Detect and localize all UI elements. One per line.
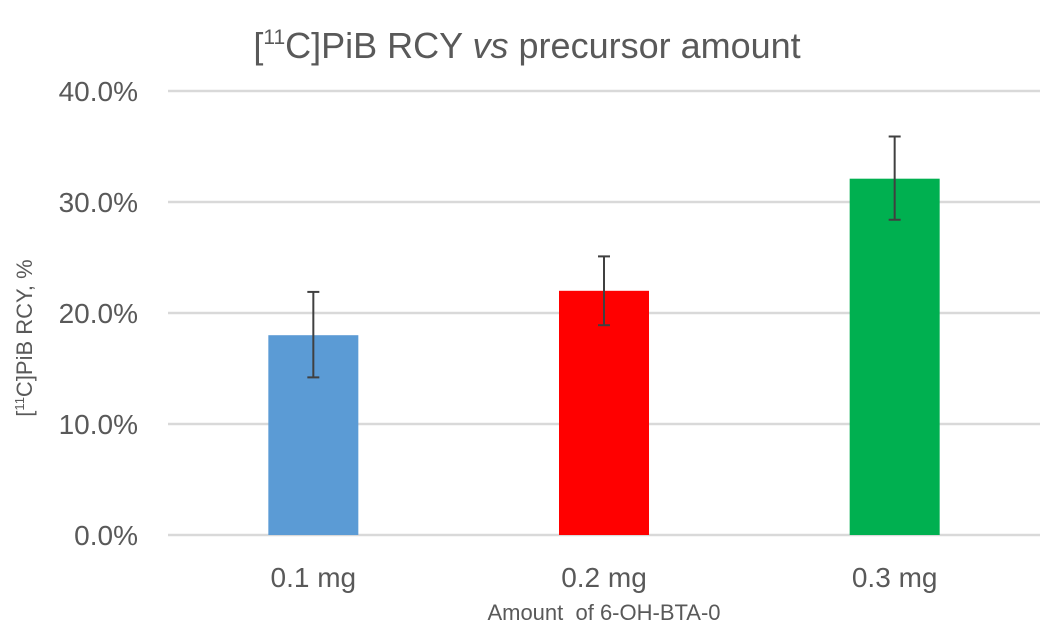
x-tick-label: 0.1 mg <box>271 562 357 593</box>
y-tick-label: 20.0% <box>59 298 138 329</box>
y-axis-label: [11C]PiB RCY, % <box>12 259 37 416</box>
chart-title: [11C]PiB RCY vs precursor amount <box>253 25 800 66</box>
y-tick-label: 10.0% <box>59 409 138 440</box>
bar <box>849 178 940 535</box>
bar <box>559 290 649 535</box>
y-tick-label: 40.0% <box>59 76 138 107</box>
y-tick-label: 0.0% <box>74 520 138 551</box>
x-tick-label: 0.3 mg <box>852 562 938 593</box>
y-tick-label: 30.0% <box>59 187 138 218</box>
x-axis-label: Amount of 6-OH-BTA-0 <box>487 600 720 625</box>
x-tick-label: 0.2 mg <box>561 562 647 593</box>
